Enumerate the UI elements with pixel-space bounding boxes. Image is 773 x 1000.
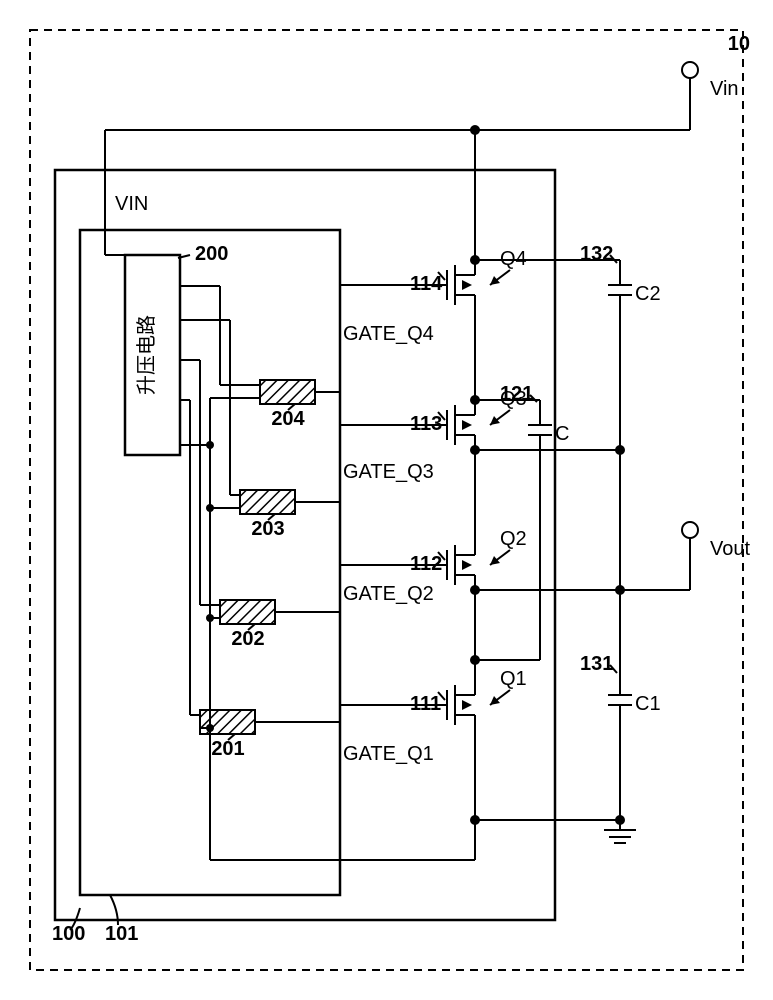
- label-q1: Q1: [500, 668, 527, 690]
- label-204: 204: [271, 408, 305, 430]
- label-c1-ref: 131: [580, 653, 613, 675]
- label-gate-q1: GATE_Q1: [343, 743, 434, 765]
- q2-arrow: [490, 550, 510, 565]
- label-q2: Q2: [500, 528, 527, 550]
- label-202: 202: [231, 628, 264, 650]
- terminal-vout: [682, 522, 698, 538]
- capacitor-c1: [608, 590, 632, 820]
- label-gate-q3: GATE_Q3: [343, 461, 434, 483]
- driver-204: [180, 285, 340, 449]
- q4-arrow: [490, 270, 510, 285]
- label-114: 114: [410, 273, 443, 295]
- label-gate-q2: GATE_Q2: [343, 583, 434, 605]
- q3-arrow: [490, 410, 510, 425]
- label-200: 200: [195, 243, 228, 265]
- label-c: C: [555, 423, 569, 445]
- label-112: 112: [410, 553, 442, 575]
- label-vin-rail: VIN: [115, 193, 148, 215]
- label-c2: C2: [635, 283, 661, 305]
- boost-circuit-text: 升压电路: [135, 315, 158, 395]
- circuit-diagram: 10 Vin Vout 100 101 200 升压电路 VIN GATE_Q4…: [0, 0, 773, 1000]
- label-113: 113: [410, 413, 442, 435]
- q1-arrow: [490, 690, 510, 705]
- label-c1: C1: [635, 693, 661, 715]
- driver-203: [180, 320, 340, 514]
- label-vout: Vout: [710, 538, 750, 560]
- label-111: 111: [410, 693, 441, 715]
- label-vin: Vin: [710, 78, 739, 100]
- label-gate-q4: GATE_Q4: [343, 323, 434, 345]
- label-q4: Q4: [500, 248, 527, 270]
- terminal-vin: [682, 62, 698, 78]
- capacitor-c2: [475, 260, 632, 590]
- block-100: [55, 170, 555, 920]
- label-c-ref: 121: [500, 383, 533, 405]
- label-100: 100: [52, 923, 85, 945]
- label-10: 10: [728, 33, 750, 55]
- label-201: 201: [211, 738, 244, 760]
- mosfet-q2: [340, 540, 475, 680]
- label-c2-ref: 132: [580, 243, 613, 265]
- label-101: 101: [105, 923, 138, 945]
- label-203: 203: [251, 518, 284, 540]
